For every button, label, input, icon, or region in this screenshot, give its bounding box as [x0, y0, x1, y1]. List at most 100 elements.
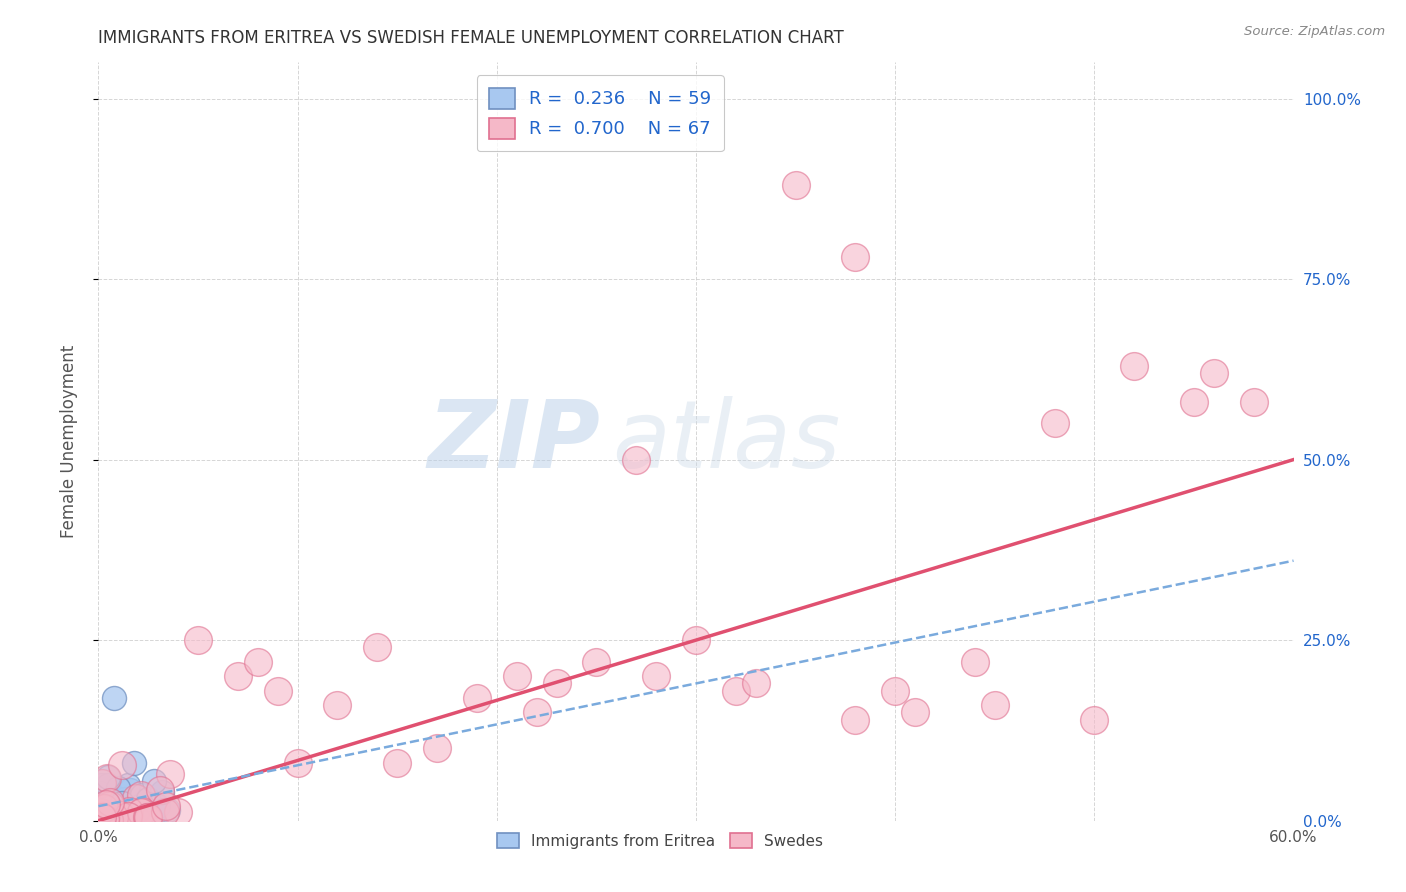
Point [585, 655, 607, 669]
Point [94, 802, 117, 816]
Point [984, 698, 1007, 712]
Point [963, 655, 986, 669]
Point [111, 796, 134, 810]
Point [1202, 366, 1225, 380]
Text: atlas: atlas [613, 396, 841, 487]
Point [91, 806, 114, 821]
Point [110, 810, 132, 824]
Text: IMMIGRANTS FROM ERITREA VS SWEDISH FEMALE UNEMPLOYMENT CORRELATION CHART: IMMIGRANTS FROM ERITREA VS SWEDISH FEMAL… [98, 29, 844, 47]
Point [91, 811, 114, 825]
Point [112, 813, 135, 827]
Point [90, 809, 112, 823]
Point [1123, 359, 1146, 373]
Point [111, 797, 134, 812]
Point [94, 813, 117, 827]
Point [97, 813, 120, 827]
Point [101, 805, 124, 819]
Point [287, 756, 309, 770]
Point [89, 797, 111, 812]
Point [120, 783, 142, 797]
Point [645, 669, 668, 683]
Point [108, 807, 131, 822]
Point [89, 803, 111, 817]
Point [89, 813, 111, 827]
Point [107, 804, 129, 818]
Point [117, 804, 139, 818]
Point [89, 786, 111, 800]
Point [385, 756, 409, 770]
Point [1043, 417, 1066, 431]
Point [166, 805, 188, 819]
Point [141, 813, 163, 827]
Point [187, 633, 209, 648]
Point [114, 792, 136, 806]
Point [98, 795, 121, 809]
Point [685, 633, 707, 648]
Point [90, 778, 112, 792]
Point [135, 809, 157, 823]
Point [626, 452, 648, 467]
Point [135, 809, 157, 823]
Point [844, 251, 866, 265]
Point [94, 797, 117, 811]
Point [136, 813, 159, 827]
Point [93, 812, 115, 826]
Point [93, 801, 115, 815]
Point [226, 669, 249, 683]
Point [117, 778, 139, 792]
Point [93, 810, 115, 824]
Point [103, 810, 125, 824]
Point [103, 799, 125, 814]
Point [91, 806, 114, 821]
Point [89, 808, 111, 822]
Text: ZIP: ZIP [427, 395, 600, 488]
Point [97, 770, 120, 784]
Point [107, 806, 129, 821]
Point [884, 683, 907, 698]
Point [108, 805, 131, 820]
Point [91, 813, 114, 827]
Point [103, 690, 125, 705]
Point [131, 805, 153, 819]
Point [785, 178, 807, 193]
Point [101, 789, 124, 804]
Point [150, 785, 173, 799]
Point [117, 809, 139, 823]
Point [148, 799, 170, 814]
Point [157, 803, 180, 817]
Point [546, 676, 568, 690]
Point [129, 805, 152, 819]
Point [90, 808, 112, 822]
Point [90, 812, 112, 826]
Point [105, 813, 128, 827]
Point [267, 683, 290, 698]
Point [93, 796, 115, 810]
Point [96, 771, 118, 785]
Point [136, 792, 159, 806]
Point [107, 781, 129, 796]
Point [98, 813, 121, 827]
Point [115, 811, 138, 825]
Point [104, 812, 127, 826]
Point [506, 669, 529, 683]
Point [143, 796, 166, 810]
Text: Source: ZipAtlas.com: Source: ZipAtlas.com [1244, 25, 1385, 38]
Point [745, 676, 768, 690]
Point [326, 698, 349, 712]
Point [143, 773, 166, 788]
Point [89, 809, 111, 823]
Point [1083, 713, 1105, 727]
Y-axis label: Female Unemployment: Female Unemployment [59, 345, 77, 538]
Point [98, 797, 121, 812]
Point [90, 810, 112, 824]
Point [98, 795, 121, 809]
Point [89, 808, 111, 822]
Point [103, 805, 125, 819]
Point [155, 799, 177, 814]
Point [136, 810, 159, 824]
Point [426, 741, 449, 756]
Point [90, 812, 112, 826]
Point [101, 795, 124, 809]
Point [526, 706, 548, 720]
Point [124, 756, 146, 770]
